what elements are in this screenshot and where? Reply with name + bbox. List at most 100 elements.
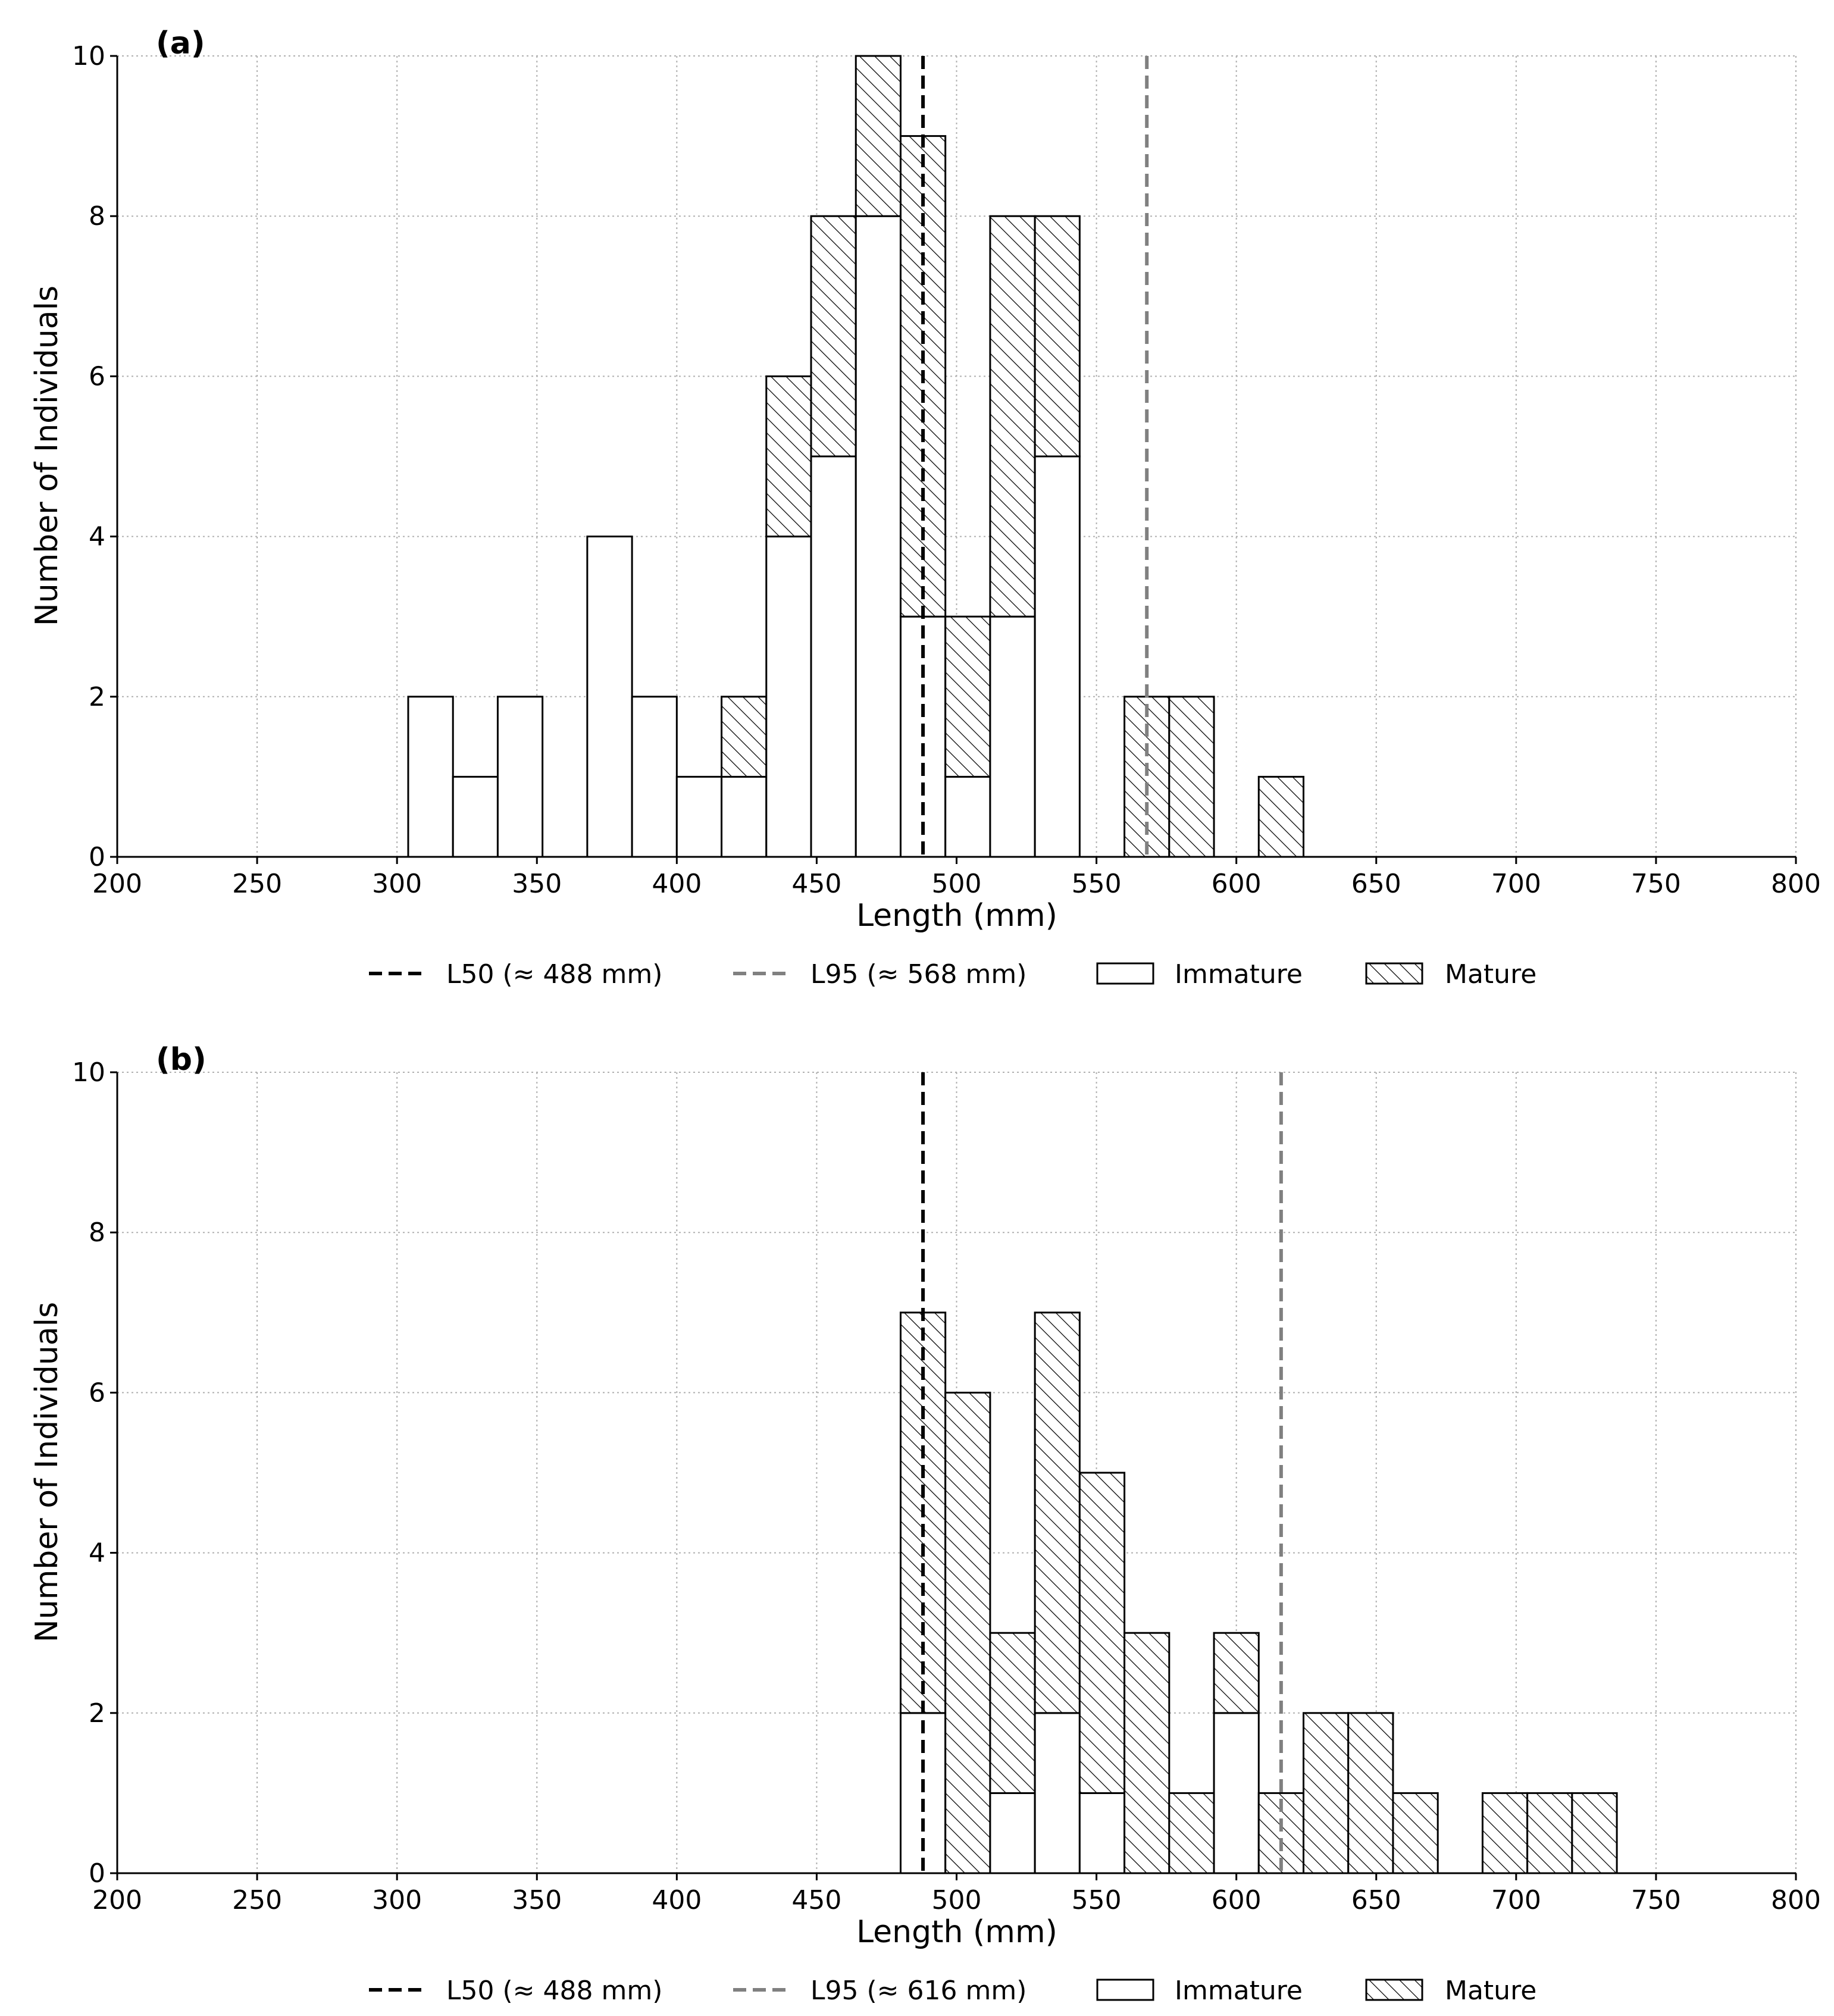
- x-tick-label: 550: [1072, 869, 1122, 899]
- bar-mature: [1078, 1472, 1126, 1794]
- x-tick-label: 500: [932, 1885, 982, 1915]
- bars: [899, 1311, 1618, 1874]
- bar-immature: [989, 615, 1036, 858]
- x-tick-label: 450: [791, 869, 841, 899]
- bar-mature: [1481, 1792, 1529, 1874]
- legend-immature-swatch: [1096, 962, 1154, 985]
- y-tick-label: 4: [89, 522, 105, 552]
- x-tick-label: 400: [652, 1885, 702, 1915]
- reference-lines: [921, 56, 1149, 857]
- bar-immature: [765, 536, 812, 858]
- bar-mature: [1526, 1792, 1573, 1874]
- x-tick-label: 650: [1351, 1885, 1401, 1915]
- bar-mature: [1168, 1792, 1215, 1874]
- bar-mature: [1347, 1712, 1394, 1874]
- bar-immature: [496, 696, 544, 858]
- bar-immature: [407, 696, 454, 858]
- bar-mature: [1303, 1712, 1350, 1874]
- y-ticks: 0 2 4 6 8 10: [72, 1057, 117, 1889]
- x-tick-label: 750: [1631, 1885, 1681, 1915]
- bar-immature: [631, 696, 678, 858]
- x-tick-label: 450: [791, 1885, 841, 1915]
- x-tick-label: 550: [1072, 1885, 1122, 1915]
- legend-immature-swatch: [1096, 1979, 1154, 2001]
- x-axis-label: Length (mm): [856, 898, 1057, 934]
- legend: L50 (≈ 488 mm) L95 (≈ 568 mm) Immature M…: [369, 959, 1536, 990]
- panel-label: (a): [156, 26, 205, 61]
- bar-mature: [1123, 1632, 1170, 1874]
- x-ticks: 200 250 300 350 400 450 500 550 600 650 700 750 800: [92, 857, 1821, 899]
- y-tick-label: 2: [89, 682, 105, 712]
- bar-immature: [675, 775, 723, 858]
- y-ticks: 0 2 4 6 8 10: [72, 41, 117, 872]
- bar-mature: [989, 1632, 1036, 1794]
- legend-l95-label: L95 (≈ 568 mm): [810, 959, 1026, 990]
- legend-mature-label: Mature: [1445, 1976, 1536, 2006]
- bar-immature: [721, 775, 768, 858]
- bar-mature: [944, 1391, 991, 1874]
- y-tick-label: 2: [89, 1698, 105, 1729]
- legend-l50-label: L50 (≈ 488 mm): [446, 959, 662, 990]
- y-tick-label: 6: [89, 1378, 105, 1408]
- legend-l50-label: L50 (≈ 488 mm): [446, 1976, 662, 2006]
- bar-mature: [1257, 775, 1305, 858]
- x-tick-label: 600: [1212, 869, 1262, 899]
- bar-mature: [721, 696, 768, 778]
- x-tick-label: 500: [932, 869, 982, 899]
- bar-immature: [944, 775, 991, 858]
- y-axis-label: Number of Individuals: [29, 1302, 65, 1642]
- bar-immature: [989, 1792, 1036, 1874]
- bar-mature: [810, 215, 857, 458]
- bar-mature: [1034, 1311, 1081, 1714]
- y-tick-label: 10: [72, 41, 105, 71]
- x-tick-label: 350: [512, 869, 562, 899]
- x-ticks: 200 250 300 350 400 450 500 550 600 650 700 750 800: [92, 1873, 1821, 1915]
- bar-mature: [855, 55, 902, 217]
- y-tick-label: 8: [89, 201, 105, 231]
- bar-immature: [452, 775, 499, 858]
- x-tick-label: 700: [1491, 1885, 1541, 1915]
- x-axis-label: Length (mm): [856, 1914, 1057, 1950]
- x-tick-label: 250: [232, 1885, 282, 1915]
- bar-immature: [1034, 1712, 1081, 1874]
- y-tick-label: 6: [89, 361, 105, 392]
- bar-immature: [586, 536, 633, 858]
- y-tick-label: 4: [89, 1538, 105, 1569]
- bar-mature: [1034, 215, 1081, 458]
- y-tick-label: 8: [89, 1217, 105, 1248]
- x-tick-label: 750: [1631, 869, 1681, 899]
- bar-mature: [1571, 1792, 1618, 1874]
- chart-panel-a: 200 250 300 350 400 450 500 550 600 650 700 750 800 …: [29, 26, 1821, 990]
- y-tick-label: 10: [72, 1057, 105, 1088]
- legend-immature-label: Immature: [1175, 1976, 1303, 2006]
- x-tick-label: 400: [652, 869, 702, 899]
- x-tick-label: 800: [1771, 1885, 1821, 1915]
- x-tick-label: 650: [1351, 869, 1401, 899]
- y-tick-label: 0: [89, 842, 105, 872]
- bar-mature: [765, 375, 812, 538]
- bar-immature: [810, 455, 857, 858]
- bar-mature: [1213, 1632, 1260, 1714]
- legend-mature-swatch: [1365, 1979, 1423, 2001]
- bars: [407, 55, 1305, 858]
- y-tick-label: 0: [89, 1858, 105, 1889]
- x-tick-label: 800: [1771, 869, 1821, 899]
- y-axis-label: Number of Individuals: [29, 286, 65, 626]
- legend-immature-label: Immature: [1175, 959, 1303, 990]
- chart-panel-b: 200 250 300 350 400 450 500 550 600 650 700 750 800 …: [29, 1042, 1821, 2006]
- bar-mature: [989, 215, 1036, 618]
- x-tick-label: 700: [1491, 869, 1541, 899]
- bar-immature: [1078, 1792, 1126, 1874]
- bar-mature: [1392, 1792, 1439, 1874]
- x-tick-label: 250: [232, 869, 282, 899]
- bar-mature: [944, 615, 991, 778]
- bar-immature: [1213, 1712, 1260, 1874]
- legend-mature-swatch: [1365, 962, 1423, 985]
- panel-label: (b): [156, 1042, 206, 1078]
- x-tick-label: 350: [512, 1885, 562, 1915]
- legend-l95-label: L95 (≈ 616 mm): [810, 1976, 1026, 2006]
- legend: L50 (≈ 488 mm) L95 (≈ 616 mm) Immature M…: [369, 1976, 1536, 2006]
- x-tick-label: 200: [92, 1885, 142, 1915]
- x-tick-label: 300: [372, 869, 422, 899]
